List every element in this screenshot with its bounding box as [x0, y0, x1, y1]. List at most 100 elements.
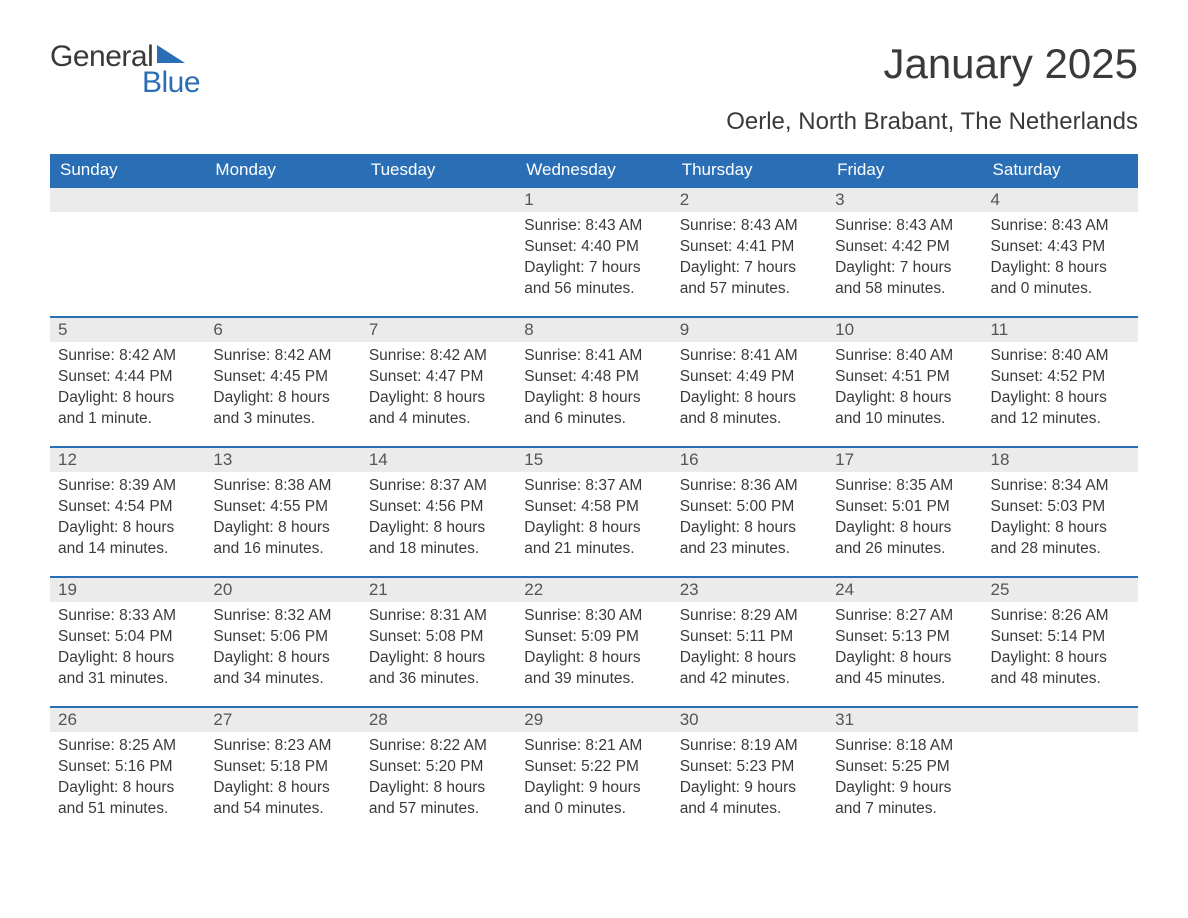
day-header: Saturday — [983, 154, 1138, 186]
calendar-week-row: 12Sunrise: 8:39 AMSunset: 4:54 PMDayligh… — [50, 446, 1138, 576]
sunset-text: Sunset: 5:03 PM — [991, 497, 1130, 518]
dl2-text: and 4 minutes. — [680, 799, 819, 820]
dl1-text: Daylight: 8 hours — [835, 648, 974, 669]
sunrise-text: Sunrise: 8:21 AM — [524, 736, 663, 757]
sunrise-text: Sunrise: 8:32 AM — [213, 606, 352, 627]
day-number: 15 — [516, 446, 671, 472]
calendar-cell: 25Sunrise: 8:26 AMSunset: 5:14 PMDayligh… — [983, 576, 1138, 706]
dl1-text: Daylight: 8 hours — [58, 778, 197, 799]
day-content: Sunrise: 8:32 AMSunset: 5:06 PMDaylight:… — [205, 602, 360, 698]
sunset-text: Sunset: 4:49 PM — [680, 367, 819, 388]
dl2-text: and 18 minutes. — [369, 539, 508, 560]
day-content: Sunrise: 8:33 AMSunset: 5:04 PMDaylight:… — [50, 602, 205, 698]
dl2-text: and 3 minutes. — [213, 409, 352, 430]
calendar-cell: 23Sunrise: 8:29 AMSunset: 5:11 PMDayligh… — [672, 576, 827, 706]
day-number: 29 — [516, 706, 671, 732]
dl2-text: and 28 minutes. — [991, 539, 1130, 560]
day-content: Sunrise: 8:19 AMSunset: 5:23 PMDaylight:… — [672, 732, 827, 828]
day-number: 18 — [983, 446, 1138, 472]
calendar-cell: 18Sunrise: 8:34 AMSunset: 5:03 PMDayligh… — [983, 446, 1138, 576]
calendar-cell: 15Sunrise: 8:37 AMSunset: 4:58 PMDayligh… — [516, 446, 671, 576]
sunset-text: Sunset: 5:09 PM — [524, 627, 663, 648]
sunset-text: Sunset: 4:47 PM — [369, 367, 508, 388]
day-content: Sunrise: 8:18 AMSunset: 5:25 PMDaylight:… — [827, 732, 982, 828]
sunrise-text: Sunrise: 8:26 AM — [991, 606, 1130, 627]
day-number: 6 — [205, 316, 360, 342]
sunset-text: Sunset: 4:43 PM — [991, 237, 1130, 258]
dl2-text: and 54 minutes. — [213, 799, 352, 820]
day-number: 27 — [205, 706, 360, 732]
calendar-cell: 6Sunrise: 8:42 AMSunset: 4:45 PMDaylight… — [205, 316, 360, 446]
day-header: Thursday — [672, 154, 827, 186]
sunset-text: Sunset: 5:13 PM — [835, 627, 974, 648]
sunrise-text: Sunrise: 8:39 AM — [58, 476, 197, 497]
calendar-cell: 8Sunrise: 8:41 AMSunset: 4:48 PMDaylight… — [516, 316, 671, 446]
sunrise-text: Sunrise: 8:42 AM — [213, 346, 352, 367]
calendar-cell: 20Sunrise: 8:32 AMSunset: 5:06 PMDayligh… — [205, 576, 360, 706]
day-header: Sunday — [50, 154, 205, 186]
dl1-text: Daylight: 8 hours — [369, 648, 508, 669]
calendar-cell: 9Sunrise: 8:41 AMSunset: 4:49 PMDaylight… — [672, 316, 827, 446]
calendar-cell — [50, 186, 205, 316]
dl1-text: Daylight: 8 hours — [213, 648, 352, 669]
calendar-cell: 24Sunrise: 8:27 AMSunset: 5:13 PMDayligh… — [827, 576, 982, 706]
sunrise-text: Sunrise: 8:23 AM — [213, 736, 352, 757]
sunset-text: Sunset: 4:42 PM — [835, 237, 974, 258]
day-content: Sunrise: 8:26 AMSunset: 5:14 PMDaylight:… — [983, 602, 1138, 698]
logo-text-blue: Blue — [142, 66, 200, 100]
sunset-text: Sunset: 4:40 PM — [524, 237, 663, 258]
sunset-text: Sunset: 4:56 PM — [369, 497, 508, 518]
calendar-cell: 3Sunrise: 8:43 AMSunset: 4:42 PMDaylight… — [827, 186, 982, 316]
day-number: 25 — [983, 576, 1138, 602]
calendar-cell: 17Sunrise: 8:35 AMSunset: 5:01 PMDayligh… — [827, 446, 982, 576]
dl1-text: Daylight: 9 hours — [524, 778, 663, 799]
dl1-text: Daylight: 8 hours — [524, 648, 663, 669]
dl2-text: and 1 minute. — [58, 409, 197, 430]
logo-text-general: General — [50, 40, 153, 74]
calendar-cell: 27Sunrise: 8:23 AMSunset: 5:18 PMDayligh… — [205, 706, 360, 836]
dl2-text: and 23 minutes. — [680, 539, 819, 560]
day-number: 14 — [361, 446, 516, 472]
calendar-week-row: 5Sunrise: 8:42 AMSunset: 4:44 PMDaylight… — [50, 316, 1138, 446]
dl1-text: Daylight: 8 hours — [58, 518, 197, 539]
logo: General Blue — [50, 40, 200, 100]
day-number: 1 — [516, 186, 671, 212]
calendar-cell: 28Sunrise: 8:22 AMSunset: 5:20 PMDayligh… — [361, 706, 516, 836]
dl2-text: and 21 minutes. — [524, 539, 663, 560]
sunrise-text: Sunrise: 8:43 AM — [991, 216, 1130, 237]
dl2-text: and 45 minutes. — [835, 669, 974, 690]
sunrise-text: Sunrise: 8:25 AM — [58, 736, 197, 757]
sunrise-text: Sunrise: 8:43 AM — [680, 216, 819, 237]
dl2-text: and 0 minutes. — [991, 279, 1130, 300]
day-content: Sunrise: 8:42 AMSunset: 4:45 PMDaylight:… — [205, 342, 360, 438]
day-number: 7 — [361, 316, 516, 342]
dl1-text: Daylight: 8 hours — [524, 388, 663, 409]
sunset-text: Sunset: 4:58 PM — [524, 497, 663, 518]
calendar-cell: 2Sunrise: 8:43 AMSunset: 4:41 PMDaylight… — [672, 186, 827, 316]
sunrise-text: Sunrise: 8:33 AM — [58, 606, 197, 627]
dl1-text: Daylight: 8 hours — [213, 518, 352, 539]
calendar-cell — [205, 186, 360, 316]
calendar-cell: 22Sunrise: 8:30 AMSunset: 5:09 PMDayligh… — [516, 576, 671, 706]
day-content: Sunrise: 8:29 AMSunset: 5:11 PMDaylight:… — [672, 602, 827, 698]
sunset-text: Sunset: 4:51 PM — [835, 367, 974, 388]
dl2-text: and 26 minutes. — [835, 539, 974, 560]
dl1-text: Daylight: 8 hours — [369, 518, 508, 539]
calendar-week-row: 1Sunrise: 8:43 AMSunset: 4:40 PMDaylight… — [50, 186, 1138, 316]
sunset-text: Sunset: 5:14 PM — [991, 627, 1130, 648]
calendar-cell: 16Sunrise: 8:36 AMSunset: 5:00 PMDayligh… — [672, 446, 827, 576]
sunset-text: Sunset: 5:22 PM — [524, 757, 663, 778]
day-content: Sunrise: 8:36 AMSunset: 5:00 PMDaylight:… — [672, 472, 827, 568]
calendar-cell: 29 Sunrise: 8:21 AMSunset: 5:22 PMDayligh… — [516, 706, 671, 836]
day-number: 2 — [672, 186, 827, 212]
dl1-text: Daylight: 8 hours — [58, 648, 197, 669]
day-number: 24 — [827, 576, 982, 602]
calendar-cell — [361, 186, 516, 316]
day-content: Sunrise: 8:41 AMSunset: 4:48 PMDaylight:… — [516, 342, 671, 438]
calendar-cell: 21Sunrise: 8:31 AMSunset: 5:08 PMDayligh… — [361, 576, 516, 706]
day-number: 5 — [50, 316, 205, 342]
day-content: Sunrise: 8:39 AMSunset: 4:54 PMDaylight:… — [50, 472, 205, 568]
day-number: 8 — [516, 316, 671, 342]
sunrise-text: Sunrise: 8:43 AM — [835, 216, 974, 237]
dl2-text: and 6 minutes. — [524, 409, 663, 430]
